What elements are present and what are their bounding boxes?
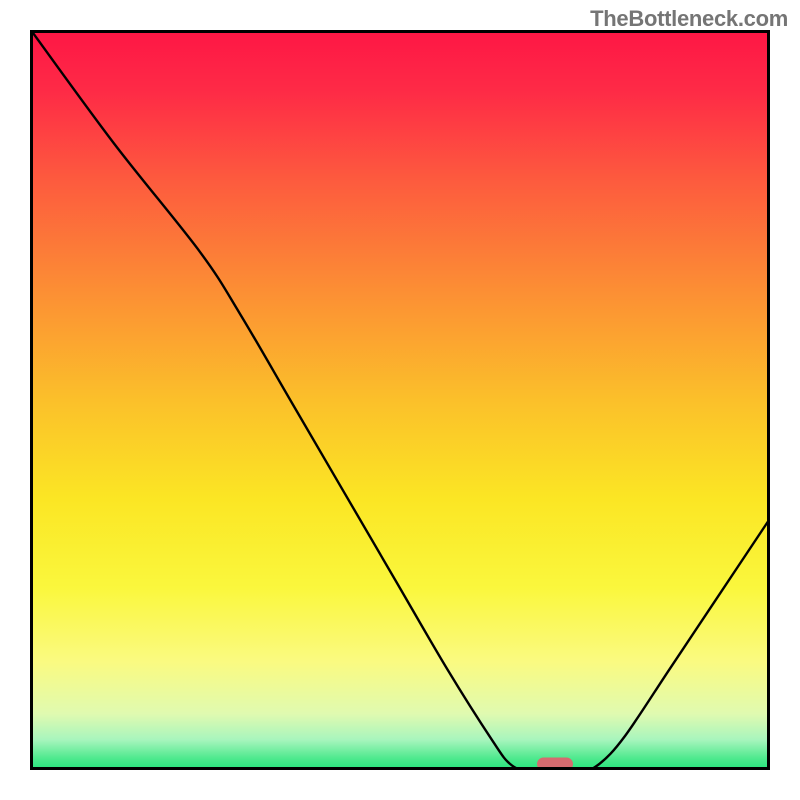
optimal-marker	[537, 758, 573, 770]
plot-area	[30, 30, 770, 770]
bottleneck-chart: TheBottleneck.com	[0, 0, 800, 800]
bottleneck-curve	[33, 33, 770, 770]
watermark-text: TheBottleneck.com	[590, 6, 788, 32]
